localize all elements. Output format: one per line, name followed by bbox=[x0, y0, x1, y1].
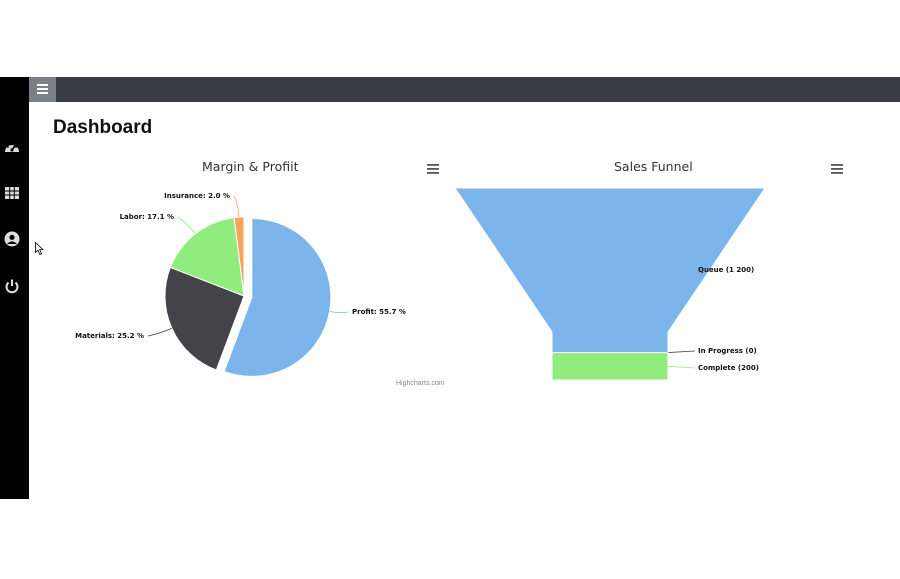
sidebar bbox=[0, 77, 29, 499]
pie-label-profit: Profit: 55.7 % bbox=[352, 308, 406, 316]
user-profile-icon[interactable] bbox=[3, 230, 21, 248]
funnel-chart-title: Sales Funnel bbox=[614, 159, 693, 174]
pie-slice-materials[interactable] bbox=[164, 266, 245, 371]
pie-chart-title: Margin & Profiit bbox=[202, 159, 299, 174]
pie-label-materials: Materials: 25.2 % bbox=[75, 332, 144, 340]
pie-connector-profit bbox=[329, 311, 349, 314]
funnel-connector-in-progress bbox=[667, 350, 696, 353]
funnel-chart: Queue (1 200) In Progress (0) Complete (20… bbox=[454, 187, 766, 381]
power-icon[interactable] bbox=[3, 277, 21, 295]
funnel-connector-complete bbox=[667, 365, 696, 369]
funnel-label-complete: Complete (200) bbox=[698, 364, 759, 372]
funnel-segment-complete[interactable] bbox=[551, 352, 669, 381]
dashboard-gauge-icon[interactable] bbox=[3, 139, 21, 157]
mouse-cursor-icon bbox=[35, 242, 44, 255]
pie-chart-menu-icon[interactable] bbox=[427, 164, 439, 174]
hamburger-icon bbox=[37, 84, 48, 94]
pie-chart: Profit: 55.7 % Materials: 25.2 % Labor: 17… bbox=[75, 192, 406, 377]
funnel-label-in-progress: In Progress (0) bbox=[698, 347, 757, 355]
pie-label-labor: Labor: 17.1 % bbox=[120, 213, 174, 221]
pie-connector-labor bbox=[177, 216, 196, 234]
pie-label-insurance: Insurance: 2.0 % bbox=[164, 192, 230, 200]
top-bar bbox=[29, 77, 900, 102]
sidebar-toggle-button[interactable] bbox=[29, 77, 56, 102]
pie-connector-insurance bbox=[233, 195, 240, 218]
table-grid-icon[interactable] bbox=[3, 184, 21, 202]
funnel-chart-menu-icon[interactable] bbox=[831, 164, 843, 174]
pie-slice-insurance[interactable] bbox=[233, 216, 245, 297]
chart-credits[interactable]: Highcharts.com bbox=[396, 380, 445, 387]
funnel-label-queue: Queue (1 200) bbox=[698, 266, 754, 274]
pie-connector-materials bbox=[147, 327, 173, 337]
page-title: Dashboard bbox=[53, 117, 153, 138]
